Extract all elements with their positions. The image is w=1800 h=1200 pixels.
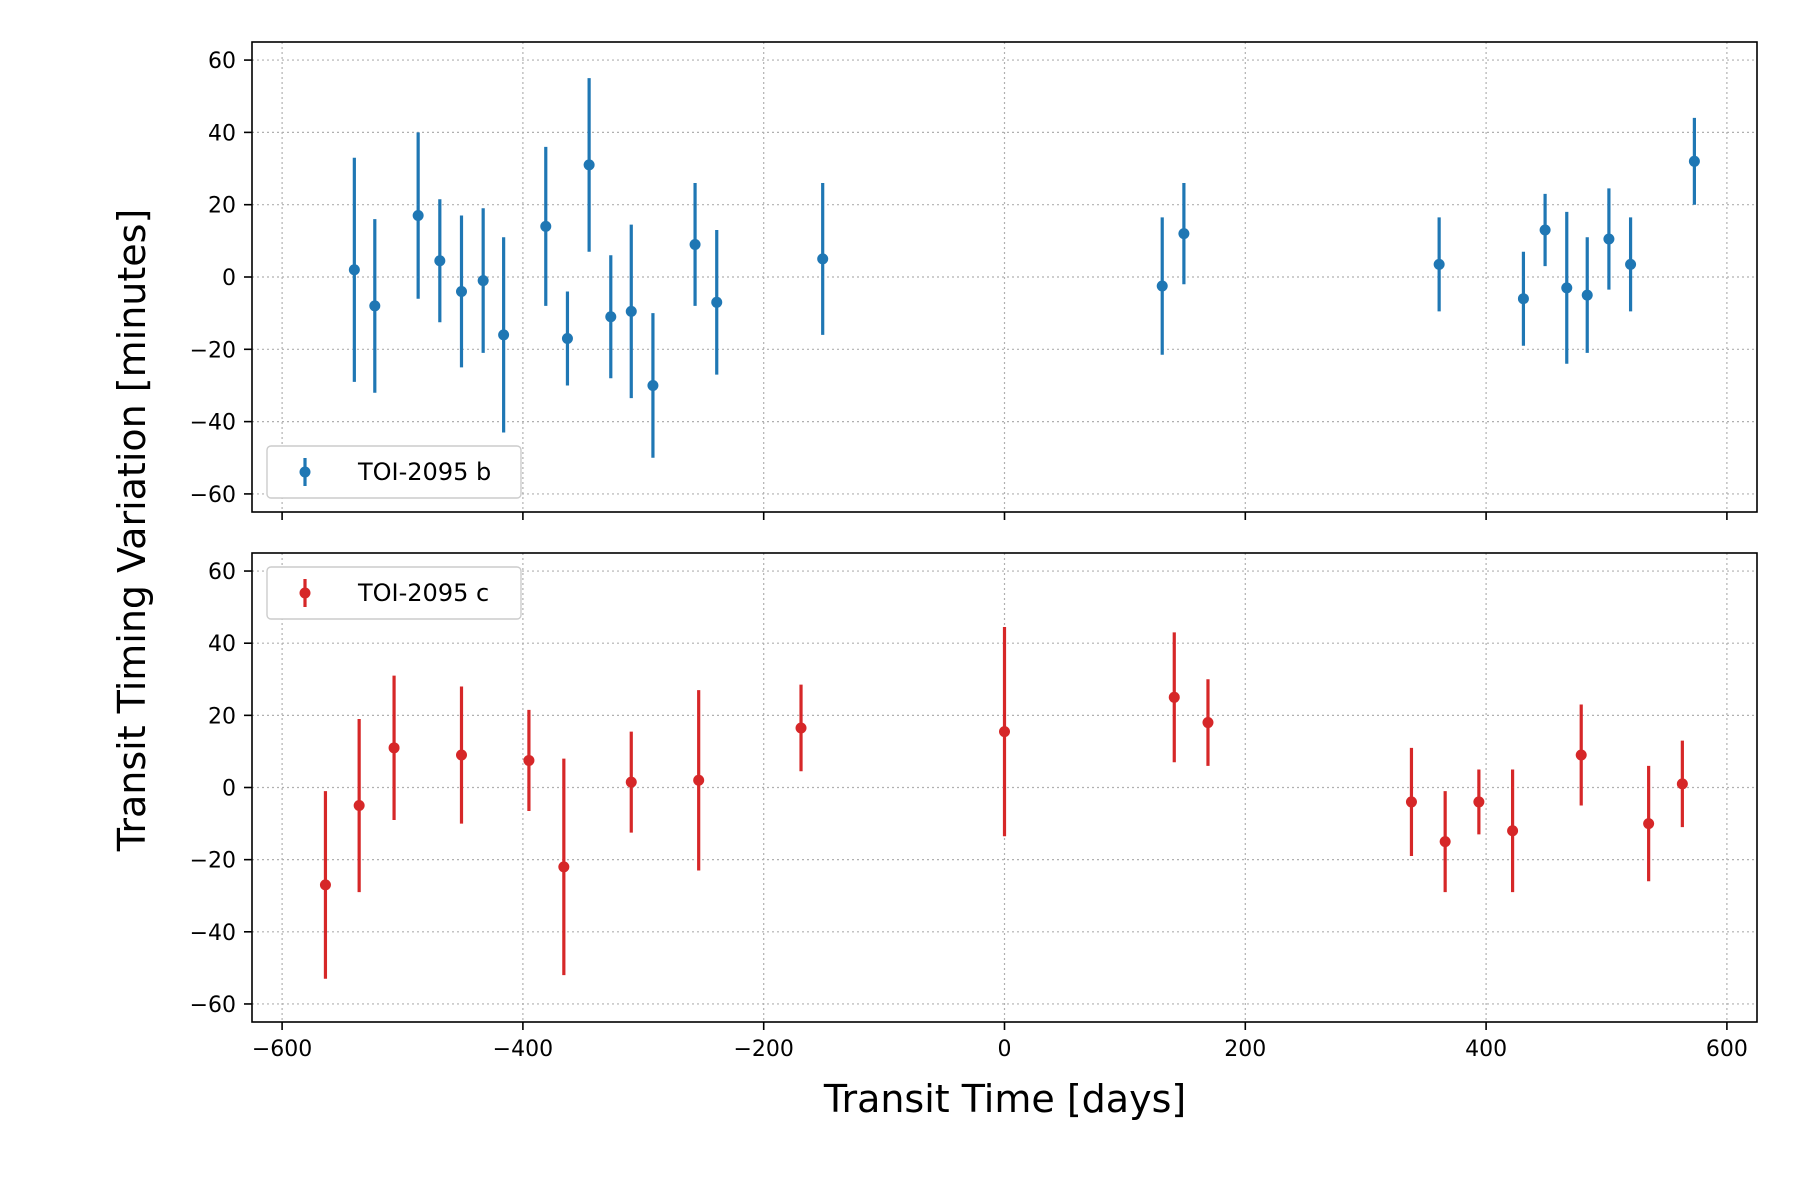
y-axis-title: Transit Timing Variation [minutes]: [110, 209, 154, 853]
data-point: [689, 238, 701, 250]
data-point: [1581, 289, 1593, 301]
data-point: [558, 861, 570, 873]
data-point: [1507, 825, 1519, 837]
data-point: [693, 774, 705, 786]
data-point: [1676, 778, 1688, 790]
panel-toi-2095-b: 60 40 20 0 −20 −40 −60 TOI-2095 b: [190, 41, 1758, 520]
data-point: [1178, 228, 1190, 240]
x-tick-label: 0: [998, 1037, 1012, 1062]
x-axis-title: Transit Time [days]: [823, 1077, 1186, 1121]
data-point: [1439, 836, 1451, 848]
data-point: [1473, 796, 1485, 808]
data-point: [523, 754, 535, 766]
data-point: [455, 749, 467, 761]
data-point: [434, 255, 446, 267]
data-point: [1202, 717, 1214, 729]
y-tick-label: 60: [208, 560, 236, 585]
y-tick-label: 40: [208, 121, 236, 146]
data-point: [999, 726, 1010, 738]
x-tick-label: 400: [1465, 1037, 1507, 1062]
legend: TOI-2095 b: [266, 445, 522, 499]
y-tick-label: −60: [190, 993, 236, 1018]
y-tick-label: −20: [190, 849, 236, 874]
data-point: [477, 275, 489, 287]
data-point: [561, 332, 573, 344]
data-point: [625, 305, 637, 317]
data-point: [1603, 233, 1615, 245]
data-point: [817, 253, 829, 265]
data-point: [1625, 258, 1637, 270]
data-point: [540, 220, 552, 232]
data-point: [711, 296, 723, 308]
data-point: [369, 300, 381, 312]
x-tick-label: 200: [1224, 1037, 1266, 1062]
data-point: [455, 285, 467, 297]
y-tick-label: 40: [208, 632, 236, 657]
data-point: [388, 742, 400, 754]
legend-label: TOI-2095 c: [357, 579, 489, 607]
y-tick-label: 20: [208, 704, 236, 729]
y-tick-label: −40: [190, 411, 236, 436]
y-tick-label: 60: [208, 49, 236, 74]
data-point: [412, 210, 424, 222]
data-point: [1561, 282, 1573, 294]
data-point: [1168, 691, 1180, 703]
legend-box: [266, 445, 522, 499]
y-tick-label: −40: [190, 921, 236, 946]
legend-marker: [299, 466, 311, 478]
legend-marker: [299, 587, 311, 599]
legend-label: TOI-2095 b: [357, 458, 491, 486]
data-point: [1156, 280, 1168, 292]
x-tick-label: 600: [1706, 1037, 1748, 1062]
data-point: [647, 379, 659, 391]
data-point: [1539, 224, 1551, 236]
data-point: [319, 879, 331, 891]
axes-frame: [251, 552, 1758, 1023]
y-tick-label: −60: [190, 483, 236, 508]
y-tick-label: 0: [222, 266, 236, 291]
data-point: [1517, 293, 1529, 305]
y-tick-label: 20: [208, 194, 236, 219]
data-point: [353, 800, 365, 812]
data-point: [348, 264, 360, 276]
legend-box: [266, 566, 522, 620]
data-point: [583, 159, 595, 171]
x-tick-label: −200: [733, 1037, 793, 1062]
data-point: [498, 329, 510, 341]
y-tick-label: −20: [190, 338, 236, 363]
data-point: [1688, 155, 1700, 167]
data-point: [795, 722, 807, 734]
data-point: [1643, 818, 1655, 830]
x-tick-label: −600: [252, 1037, 312, 1062]
data-point: [625, 776, 637, 788]
data-point: [1575, 749, 1587, 761]
x-tick-label: −400: [493, 1037, 553, 1062]
y-tick-label: 0: [222, 777, 236, 802]
legend: TOI-2095 c: [266, 566, 522, 620]
axes-frame: [251, 41, 1758, 513]
data-point: [1433, 258, 1445, 270]
data-point: [1405, 796, 1417, 808]
data-point: [605, 311, 617, 323]
